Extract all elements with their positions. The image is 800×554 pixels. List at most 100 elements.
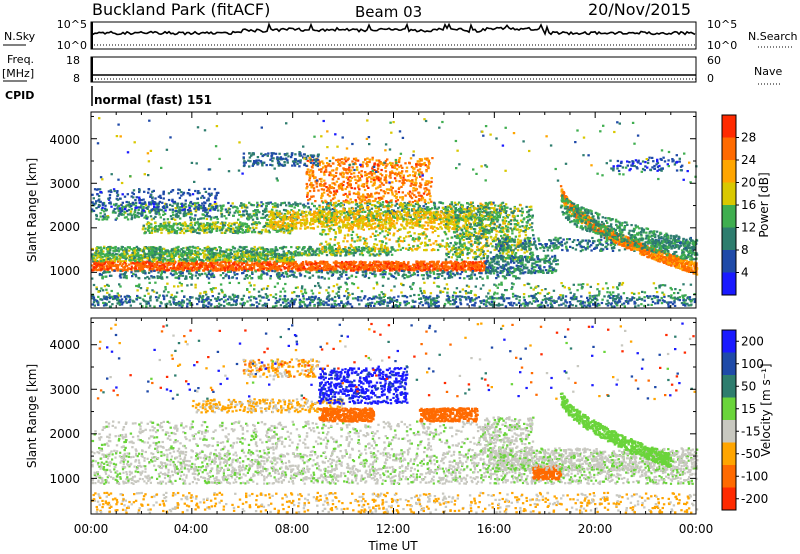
heatmap-cell (112, 264, 115, 267)
heatmap-cell (395, 264, 398, 267)
heatmap-cell (299, 263, 302, 266)
heatmap-cell (258, 262, 262, 266)
heatmap-cell (423, 260, 426, 263)
heatmap-cell (454, 266, 457, 269)
heatmap-cell (209, 261, 212, 264)
heatmap-cell (433, 265, 436, 268)
heatmap-cell (214, 195, 217, 198)
heatmap-cell (264, 228, 267, 231)
heatmap-cell (374, 274, 377, 277)
heatmap-cell (272, 265, 276, 268)
heatmap-cell (378, 250, 381, 253)
heatmap-cell (384, 273, 387, 276)
heatmap-cell (431, 269, 434, 272)
heatmap-cell (310, 262, 313, 266)
heatmap-cell (457, 261, 460, 264)
heatmap-cell (447, 267, 450, 270)
heatmap-cell (223, 254, 227, 257)
heatmap-cell (422, 266, 425, 270)
heatmap-cell (170, 267, 173, 270)
heatmap-cell (390, 260, 393, 264)
heatmap-cell (262, 209, 265, 213)
heatmap-cell (198, 269, 201, 272)
heatmap-cell (181, 267, 185, 270)
heatmap-cell (313, 205, 316, 208)
heatmap-cell (134, 209, 137, 212)
heatmap-cell (95, 207, 98, 210)
heatmap-cell (196, 192, 200, 195)
heatmap-cell (213, 246, 216, 250)
heatmap-cell (167, 269, 170, 272)
heatmap-cell (477, 204, 480, 208)
heatmap-cell (225, 217, 228, 220)
heatmap-cell (410, 269, 413, 272)
heatmap-cell (115, 266, 118, 269)
heatmap-cell (222, 272, 225, 275)
heatmap-cell (294, 265, 298, 268)
heatmap-cell (345, 264, 348, 267)
heatmap-cell (337, 265, 340, 268)
heatmap-cell (402, 265, 405, 268)
heatmap-cell (120, 213, 123, 216)
heatmap-cell (212, 269, 215, 272)
heatmap-cell (308, 261, 311, 264)
heatmap-cell (167, 250, 170, 253)
heatmap-cell (393, 264, 396, 267)
heatmap-cell (432, 201, 436, 204)
heatmap-cell (137, 208, 140, 211)
heatmap-cell (171, 227, 174, 230)
heatmap-cell (216, 217, 219, 221)
heatmap-cell (153, 253, 157, 256)
heatmap-cell (241, 263, 244, 266)
heatmap-cell (314, 267, 317, 270)
heatmap-cell (201, 259, 204, 262)
heatmap-cell (233, 247, 237, 250)
heatmap-cell (315, 271, 318, 274)
heatmap-cell (170, 217, 173, 220)
heatmap-cell (171, 269, 174, 272)
heatmap-cell (308, 276, 311, 280)
heatmap-cell (467, 263, 470, 267)
heatmap-cell (221, 250, 224, 253)
heatmap-cell (288, 230, 291, 234)
heatmap-cell (125, 262, 128, 265)
heatmap-cell (147, 224, 150, 227)
heatmap-cell (159, 269, 162, 272)
heatmap-cell (188, 206, 191, 209)
heatmap-cell (255, 224, 258, 227)
heatmap-cell (235, 262, 238, 265)
heatmap-cell (179, 265, 182, 268)
heatmap-cell (273, 270, 277, 273)
heatmap-cell (221, 223, 225, 226)
nsky-trace (91, 22, 696, 36)
heatmap-cell (423, 265, 426, 268)
heatmap-cell (458, 263, 461, 266)
heatmap-cell (156, 256, 159, 259)
heatmap-cell (276, 269, 279, 272)
heatmap-cell (134, 267, 137, 270)
heatmap-cell (342, 248, 345, 251)
heatmap-cell (202, 204, 206, 207)
heatmap-cell (242, 210, 245, 213)
heatmap-cell (308, 271, 311, 274)
heatmap-cell (182, 262, 186, 265)
heatmap-cell (93, 262, 96, 266)
heatmap-cell (266, 254, 269, 257)
heatmap-cell (205, 223, 208, 227)
heatmap-cell (310, 261, 313, 264)
heatmap-cell (256, 247, 260, 250)
heatmap-cell (219, 263, 222, 266)
heatmap-cell (437, 267, 440, 271)
heatmap-cell (123, 266, 126, 269)
heatmap-cell (199, 253, 202, 256)
heatmap-cell (311, 250, 314, 253)
heatmap-cell (171, 208, 174, 211)
heatmap-cell (448, 261, 451, 264)
heatmap-cell (155, 206, 158, 209)
heatmap-cell (282, 231, 286, 234)
heatmap-cell (326, 262, 329, 265)
heatmap-cell (285, 254, 289, 257)
heatmap-cell (340, 273, 343, 276)
heatmap-cell (188, 249, 191, 252)
heatmap-cell (296, 247, 300, 251)
